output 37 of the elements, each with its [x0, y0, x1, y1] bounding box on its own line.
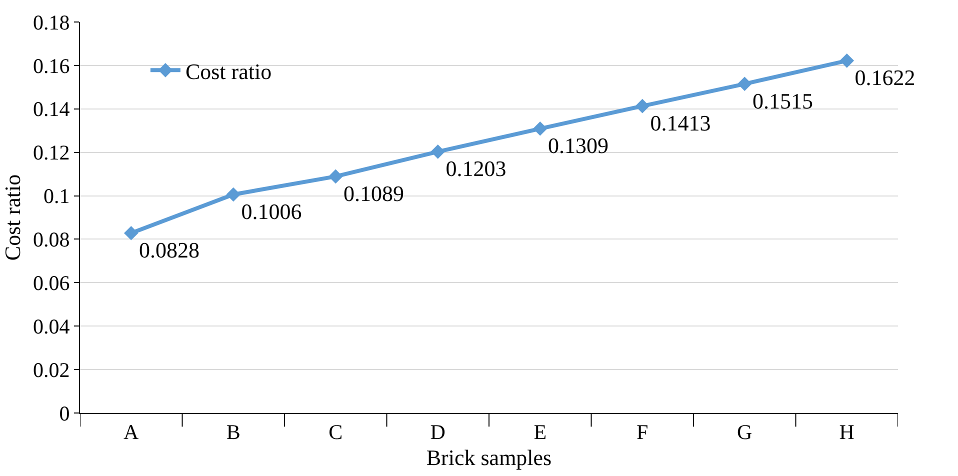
- point: [635, 98, 650, 114]
- x-tick-label: F: [636, 420, 648, 444]
- x-tick-label: C: [328, 420, 343, 444]
- data-label: 0.1203: [446, 156, 506, 182]
- y-tick-label: 0.08: [33, 228, 70, 252]
- point: [328, 169, 343, 184]
- y-tick-label: 0: [59, 401, 70, 426]
- x-tick-label: H: [839, 420, 854, 444]
- y-tick-label: 0.18: [33, 10, 70, 34]
- x-axis-title: Brick samples: [426, 445, 552, 470]
- y-tick-label: 0.1: [44, 184, 70, 208]
- y-tick-label: 0.02: [33, 358, 70, 382]
- data-label: 0.1309: [548, 133, 609, 158]
- x-tick-label: B: [226, 420, 240, 444]
- y-tick-label: 0.04: [33, 314, 70, 338]
- y-tick-label: 0.06: [33, 271, 70, 296]
- point: [430, 144, 446, 159]
- point: [737, 76, 752, 92]
- y-tick-label: 0.16: [33, 54, 70, 78]
- point: [532, 122, 548, 136]
- x-tick-label: A: [124, 420, 140, 444]
- point: [226, 187, 241, 202]
- y-axis-title: Cost ratio: [0, 174, 25, 261]
- point: [124, 226, 138, 240]
- x-tick-label: E: [534, 420, 547, 444]
- point: [840, 54, 854, 68]
- data-label: 0.1413: [650, 110, 711, 136]
- x-tick-label: G: [737, 420, 752, 444]
- data-label: 0.1006: [241, 198, 302, 224]
- data-label: 0.1089: [344, 180, 404, 206]
- data-label: 0.1622: [854, 65, 916, 90]
- x-tick-label: D: [430, 420, 446, 444]
- legend-label: Cost ratio: [185, 58, 272, 84]
- data-label: 0.0828: [139, 238, 200, 263]
- y-tick-label: 0.12: [33, 140, 70, 165]
- data-label: 0.1515: [752, 88, 814, 114]
- y-tick-label: 0.14: [33, 97, 70, 122]
